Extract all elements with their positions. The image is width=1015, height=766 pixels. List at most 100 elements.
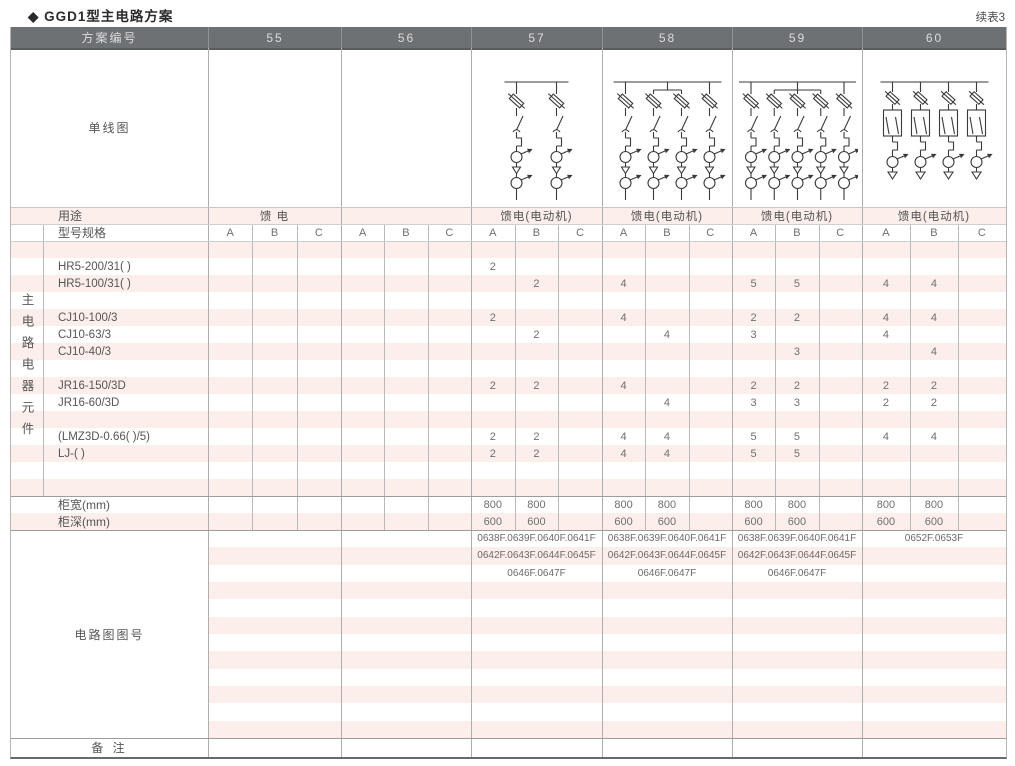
dim-cell: 800 xyxy=(483,498,502,511)
grid-vline xyxy=(384,224,386,530)
grid-hline xyxy=(11,241,1006,242)
drawing-number-cell xyxy=(471,669,602,686)
subcol-58-C: C xyxy=(706,226,715,239)
qty-cell xyxy=(862,462,910,479)
qty-cell xyxy=(208,479,252,496)
drawing-number-cell xyxy=(862,617,1006,634)
qty-cell xyxy=(471,241,515,258)
qty-cell xyxy=(515,360,559,377)
qty-cell: 2 xyxy=(533,277,540,290)
qty-cell xyxy=(297,343,341,360)
component-label: JR16-150/3D xyxy=(58,379,126,392)
drawing-number-cell xyxy=(341,565,471,582)
cabinet-depth-row-label: 柜深(mm) xyxy=(58,515,110,529)
qty-cell xyxy=(515,343,559,360)
qty-cell xyxy=(428,360,471,377)
dim-cell xyxy=(341,513,384,530)
qty-cell: 5 xyxy=(750,277,757,290)
qty-cell xyxy=(384,462,427,479)
subcol-57-A: A xyxy=(489,226,497,239)
component-row: CJ10-63/3 2 4 3 4 xyxy=(11,326,1006,343)
dim-cell xyxy=(558,513,602,530)
grid-vline xyxy=(862,48,863,757)
qty-cell xyxy=(819,428,862,445)
qty-cell: 4 xyxy=(620,277,627,290)
qty-cell xyxy=(558,377,602,394)
qty-cell xyxy=(775,462,818,479)
qty-cell: 2 xyxy=(533,447,540,460)
drawing-row xyxy=(208,720,1006,738)
drawing-row xyxy=(208,685,1006,704)
qty-cell xyxy=(208,343,252,360)
drawing-number-cell xyxy=(341,617,471,634)
grid-hline xyxy=(11,207,1006,208)
qty-cell xyxy=(297,275,341,292)
qty-cell xyxy=(341,292,384,309)
qty-cell xyxy=(732,292,775,309)
qty-cell xyxy=(958,445,1006,462)
qty-cell xyxy=(515,394,559,411)
single-line-diagram-57 xyxy=(471,48,602,207)
component-rows-section: HR5-200/31( ) 2 HR5-100/31( ) 2 4 5 5 4 4 CJ10-10… xyxy=(11,241,1006,496)
qty-cell: 4 xyxy=(930,345,937,358)
usage-value-55: 馈 电 xyxy=(259,210,290,223)
qty-cell xyxy=(297,445,341,462)
qty-cell xyxy=(208,258,252,275)
dim-cell: 800 xyxy=(657,498,677,511)
qty-cell xyxy=(384,275,427,292)
grid-vline xyxy=(958,224,959,530)
header-scheme-55: 55 xyxy=(208,27,341,48)
drawing-number-cell xyxy=(732,721,862,738)
qty-cell xyxy=(297,360,341,377)
drawing-row: 0642F.0643F.0644F.0645F 0642F.0643F.0644F… xyxy=(208,547,1006,565)
drawing-number-cell xyxy=(602,634,732,651)
qty-cell xyxy=(958,377,1006,394)
qty-cell xyxy=(602,326,645,343)
qty-cell xyxy=(732,241,775,258)
qty-cell xyxy=(558,462,602,479)
qty-cell xyxy=(558,360,602,377)
qty-cell xyxy=(558,445,602,462)
qty-cell xyxy=(602,411,645,428)
drawing-number-cell xyxy=(208,617,341,634)
drawing-number-cell xyxy=(732,617,862,634)
subcol-59-A: A xyxy=(749,226,758,239)
qty-cell xyxy=(208,275,252,292)
drawing-number-cell xyxy=(341,686,471,703)
dim-cell: 800 xyxy=(787,498,807,511)
qty-cell xyxy=(558,411,602,428)
drawing-number-cell xyxy=(602,686,732,703)
qty-cell: 2 xyxy=(750,379,757,392)
dim-cell xyxy=(689,496,732,513)
qty-cell xyxy=(689,462,732,479)
drawing-number-cell xyxy=(602,669,732,686)
cabinet-depth-row: 柜深(mm) 600 600 600 600 600 600 600 600 xyxy=(11,513,1006,530)
qty-cell xyxy=(732,411,775,428)
qty-cell xyxy=(428,258,471,275)
qty-cell xyxy=(958,394,1006,411)
qty-cell xyxy=(471,411,515,428)
dim-cell xyxy=(384,496,427,513)
component-label: (LMZ3D-0.66( )/5) xyxy=(58,430,151,443)
qty-cell xyxy=(775,479,818,496)
grid-vline xyxy=(208,48,209,757)
qty-cell: 4 xyxy=(882,430,889,443)
qty-cell xyxy=(819,275,862,292)
drawing-number-cell: 0646F.0647F xyxy=(637,567,697,579)
qty-cell: 4 xyxy=(620,311,627,324)
qty-cell xyxy=(558,275,602,292)
qty-cell xyxy=(689,309,732,326)
qty-cell xyxy=(910,326,958,343)
qty-cell xyxy=(428,326,471,343)
dim-cell xyxy=(558,496,602,513)
qty-cell: 4 xyxy=(663,447,670,460)
drawing-number-cell xyxy=(732,669,862,686)
qty-cell xyxy=(208,445,252,462)
qty-cell xyxy=(689,258,732,275)
qty-cell xyxy=(689,479,732,496)
drawing-number-cell xyxy=(208,721,341,738)
qty-cell xyxy=(645,479,688,496)
qty-cell xyxy=(428,445,471,462)
drawing-number-cell xyxy=(862,669,1006,686)
qty-cell xyxy=(297,411,341,428)
